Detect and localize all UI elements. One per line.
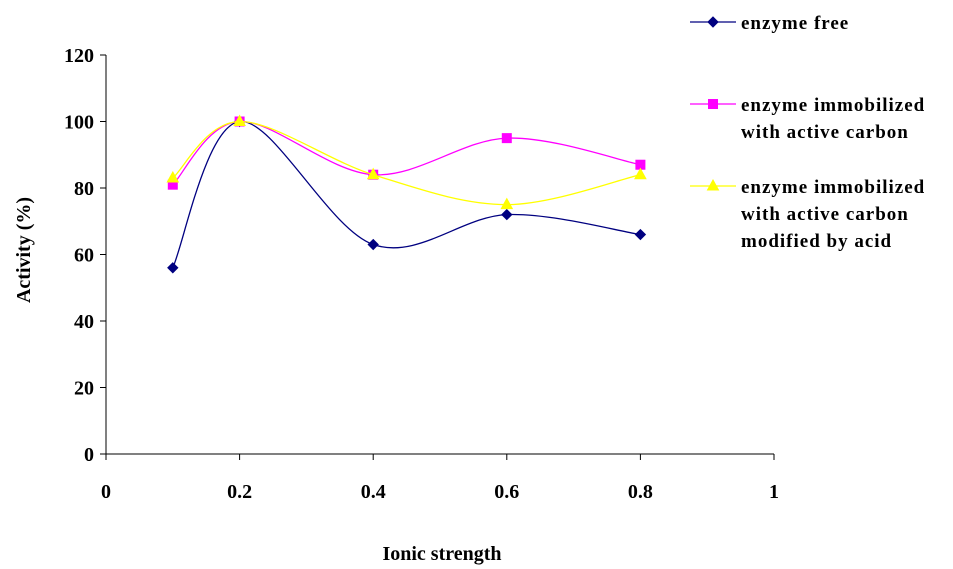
data-point-active-carbon — [501, 133, 512, 144]
legend-label: modified by acid — [741, 231, 892, 252]
x-tick-label: 1 — [769, 481, 779, 503]
series-enzyme-free — [167, 115, 647, 274]
x-tick-label: 0 — [101, 481, 111, 503]
series-layer — [166, 114, 647, 274]
legend-item-enzyme-free: enzyme free — [690, 13, 849, 34]
data-point-enzyme-free — [634, 228, 647, 241]
x-axis-title: Ionic strength — [382, 543, 501, 565]
series-line-acid-modified — [172, 120, 641, 206]
legend-marker — [707, 16, 719, 28]
legend-label: with active carbon — [741, 204, 909, 225]
y-tick-label: 0 — [84, 444, 94, 466]
series-acid-modified — [166, 114, 647, 210]
y-tick-label: 120 — [64, 45, 94, 67]
legend-label: enzyme free — [741, 13, 849, 34]
x-tick-label: 0.4 — [361, 481, 386, 503]
data-point-enzyme-free — [167, 262, 179, 274]
series-line-active-carbon — [172, 120, 641, 186]
y-tick-label: 20 — [74, 378, 94, 400]
legend-marker — [708, 99, 718, 109]
legend-label: enzyme immobilized — [741, 177, 925, 198]
y-tick-label: 60 — [74, 245, 94, 267]
data-point-acid-modified — [166, 170, 180, 183]
x-ticks: 0 0.2 0.4 0.6 0.8 1 — [101, 454, 779, 503]
data-point-acid-modified — [500, 197, 514, 210]
series-active-carbon — [167, 116, 646, 190]
legend-item-acid-modified: enzyme immobilized with active carbon modi… — [690, 177, 925, 252]
axes — [105, 55, 774, 455]
x-tick-label: 0.6 — [494, 481, 519, 503]
legend: enzyme free enzyme immobilized with active… — [690, 13, 925, 252]
legend-label: with active carbon — [741, 122, 909, 143]
x-tick-label: 0.2 — [227, 481, 252, 503]
data-point-enzyme-free — [501, 208, 513, 221]
legend-item-active-carbon: enzyme immobilized with active carbon — [690, 95, 925, 143]
y-tick-label: 100 — [64, 112, 94, 134]
data-point-enzyme-free — [367, 238, 379, 251]
data-point-acid-modified — [366, 167, 380, 180]
legend-marker — [706, 178, 720, 191]
data-point-acid-modified — [634, 167, 647, 180]
y-axis-title: Activity (%) — [13, 197, 35, 303]
y-ticks: 0 20 40 60 80 100 120 — [64, 45, 106, 466]
legend-label: enzyme immobilized — [741, 95, 925, 116]
x-tick-label: 0.8 — [628, 481, 653, 503]
y-tick-label: 40 — [74, 311, 94, 333]
data-point-acid-modified — [233, 114, 246, 126]
y-tick-label: 80 — [74, 178, 94, 200]
series-line-enzyme-free — [172, 120, 641, 269]
